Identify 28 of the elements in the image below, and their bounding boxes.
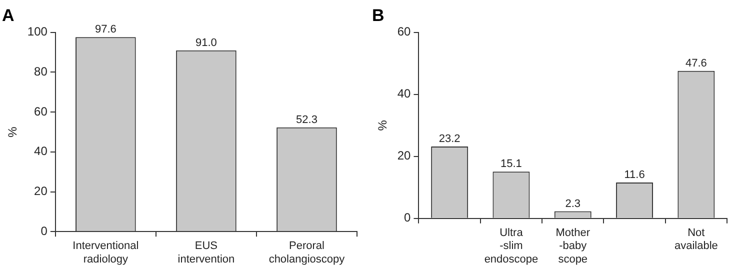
data-label: 97.6 — [94, 24, 116, 36]
x-tick-label: Interventional radiology — [72, 240, 139, 266]
data-label: 2.3 — [565, 198, 581, 210]
y-tick-label: 100 — [27, 24, 48, 39]
x-tick-label: Ultra -slim endoscope — [484, 227, 538, 266]
data-label: 91.0 — [196, 36, 217, 49]
y-tick-label: 40 — [397, 86, 412, 101]
chart-title: B — [372, 6, 384, 25]
y-tick-label: 20 — [397, 148, 412, 163]
data-label: 15.1 — [500, 158, 522, 170]
data-label: 11.6 — [624, 168, 645, 181]
y-tick-label: 80 — [34, 64, 48, 79]
chart-title: A — [2, 6, 14, 25]
x-tick-label: EUS intervention — [178, 240, 235, 266]
y-tick-label: 60 — [34, 104, 48, 118]
y-tick-label: 0 — [404, 210, 412, 225]
data-label: 23.2 — [438, 133, 460, 146]
y-tick-label: 40 — [34, 144, 48, 158]
x-tick-label: Mother -baby scope — [556, 227, 590, 266]
x-tick-label: Not available — [674, 227, 718, 252]
data-label: 47.6 — [685, 57, 707, 70]
y-tick-label: 20 — [34, 184, 48, 198]
y-tick-label: 0 — [40, 224, 48, 238]
y-tick-label: 60 — [397, 24, 412, 39]
y-axis-title: % — [376, 120, 390, 131]
data-label: 52.3 — [296, 114, 318, 126]
y-axis-title: % — [6, 126, 20, 138]
x-tick-label: Peroral cholangioscopy — [268, 240, 346, 266]
